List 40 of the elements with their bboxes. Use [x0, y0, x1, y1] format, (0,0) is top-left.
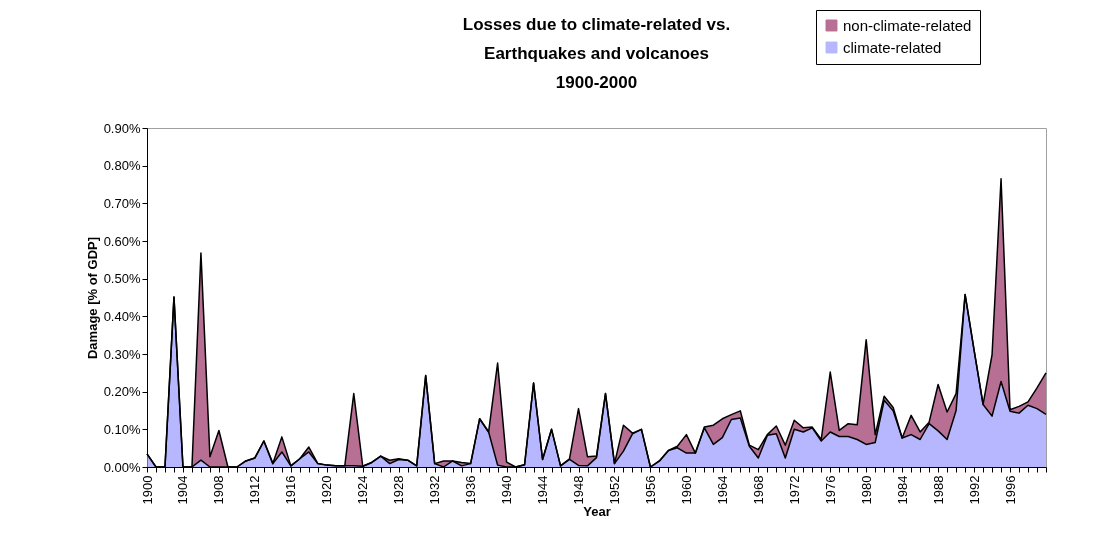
y-tick-label: 0.10% [103, 421, 141, 437]
x-tick-label: 1932 [427, 475, 443, 505]
x-tick-label: 1944 [535, 475, 551, 505]
y-tick-label: 0.80% [103, 158, 141, 174]
x-tick-label: 1904 [175, 475, 191, 505]
x-tick-label: 1952 [606, 475, 622, 505]
y-tick-label: 0.40% [103, 308, 141, 324]
x-tick-label: 1928 [391, 475, 407, 505]
y-tick-label: 0.60% [103, 233, 141, 249]
x-tick-label: 1924 [355, 475, 371, 505]
x-tick-label: 1976 [822, 475, 838, 505]
x-tick-label: 1900 [139, 475, 155, 505]
y-tick-label: 0.50% [103, 271, 141, 287]
x-tick-label: 1920 [319, 475, 335, 505]
legend-label: non-climate-related [843, 16, 972, 34]
y-axis-title: Damage [% of GDP] [84, 236, 100, 360]
y-tick-label: 0.20% [103, 384, 141, 400]
x-tick-label: 1916 [283, 475, 299, 505]
x-tick-label: 1912 [247, 475, 263, 505]
x-tick-label: 1948 [571, 475, 587, 505]
x-axis-title: Year [583, 504, 611, 520]
x-tick-label: 1980 [858, 475, 874, 505]
legend-label: climate-related [843, 38, 942, 56]
x-tick-label: 1988 [930, 475, 946, 505]
y-tick-label: 0.70% [103, 195, 141, 211]
y-tick-label: 0.90% [103, 120, 141, 136]
x-tick-label: 1992 [966, 475, 982, 505]
x-tick-label: 1936 [463, 475, 479, 505]
y-tick-label: 0.00% [103, 459, 141, 475]
x-tick-label: 1972 [786, 475, 802, 505]
x-tick-label: 1940 [499, 475, 515, 505]
x-tick-label: 1960 [678, 475, 694, 505]
chart-title: Losses due to climate-related vs. Earthquakes and volcanoes 1900-2000 [462, 14, 731, 92]
x-tick-label: 1908 [211, 475, 227, 505]
x-tick-label: 1956 [642, 475, 658, 505]
x-tick-label: 1984 [894, 475, 910, 505]
x-tick-label: 1996 [1002, 475, 1018, 505]
x-tick-label: 1964 [714, 475, 730, 505]
y-tick-label: 0.30% [103, 346, 141, 362]
x-tick-label: 1968 [750, 475, 766, 505]
